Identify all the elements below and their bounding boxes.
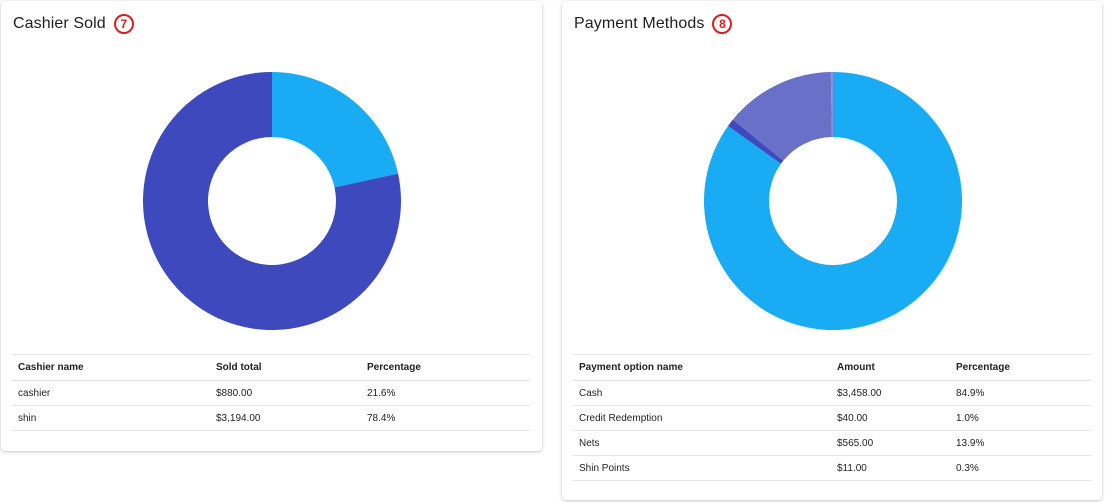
table-cell: Credit Redemption: [573, 405, 831, 431]
table-header-row: Payment option name Amount Percentage: [573, 354, 1091, 381]
payment-table: Payment option name Amount Percentage Ca…: [573, 354, 1091, 481]
payment-donut-svg: [704, 72, 962, 330]
table-cell: 1.0%: [950, 405, 1091, 431]
column-header: Amount: [831, 354, 950, 381]
table-cell: Cash: [573, 380, 831, 406]
table-row: Nets $565.00 13.9%: [573, 430, 1091, 456]
payment-methods-card: Payment Methods 8 Payment option name Am…: [562, 1, 1102, 500]
column-header: Percentage: [950, 354, 1091, 381]
cashier-card-badge: 7: [113, 14, 134, 34]
table-row: Shin Points $11.00 0.3%: [573, 455, 1091, 481]
table-header-row: Cashier name Sold total Percentage: [12, 354, 530, 381]
table-row: cashier $880.00 21.6%: [12, 380, 530, 406]
donut-slice-nets[interactable]: [732, 72, 832, 161]
table-cell: $3,194.00: [210, 405, 361, 431]
payment-card-badge: 8: [712, 14, 733, 34]
donut-slice-cashier[interactable]: [272, 72, 399, 188]
cashier-card-header: Cashier Sold 7: [13, 14, 134, 34]
cashier-sold-card: Cashier Sold 7 Cashier name Sold total P…: [1, 1, 542, 451]
table-cell: $565.00: [831, 430, 950, 456]
column-header: Percentage: [361, 354, 530, 381]
cashier-donut-svg: [143, 72, 401, 331]
table-row: shin $3,194.00 78.4%: [12, 405, 530, 431]
cashier-donut-chart: [13, 53, 531, 349]
payment-donut-chart: [574, 53, 1092, 349]
donut-slice-cash[interactable]: [704, 72, 962, 330]
table-cell: 84.9%: [950, 380, 1091, 406]
table-row: Cash $3,458.00 84.9%: [573, 380, 1091, 406]
table-cell: $3,458.00: [831, 380, 950, 406]
donut-slice-credit-redemption[interactable]: [728, 119, 784, 164]
donut-slice-shin-points[interactable]: [830, 72, 833, 138]
table-row: Credit Redemption $40.00 1.0%: [573, 405, 1091, 431]
column-header: Sold total: [210, 354, 361, 381]
table-cell: cashier: [12, 380, 210, 406]
table-cell: Nets: [573, 430, 831, 456]
table-cell: 78.4%: [361, 405, 530, 431]
table-cell: 13.9%: [950, 430, 1091, 456]
table-cell: $880.00: [210, 380, 361, 406]
table-cell: Shin Points: [573, 455, 831, 481]
table-cell: $40.00: [831, 405, 950, 431]
donut-slice-shin[interactable]: [143, 72, 401, 331]
table-cell: shin: [12, 405, 210, 431]
table-cell: 21.6%: [361, 380, 530, 406]
payment-card-header: Payment Methods 8: [574, 14, 733, 34]
table-cell: $11.00: [831, 455, 950, 481]
payment-card-title: Payment Methods: [574, 15, 705, 32]
cashier-table: Cashier name Sold total Percentage cashi…: [12, 354, 530, 431]
column-header: Payment option name: [573, 354, 831, 381]
table-cell: 0.3%: [950, 455, 1091, 481]
column-header: Cashier name: [12, 354, 210, 381]
cashier-card-title: Cashier Sold: [13, 15, 106, 32]
